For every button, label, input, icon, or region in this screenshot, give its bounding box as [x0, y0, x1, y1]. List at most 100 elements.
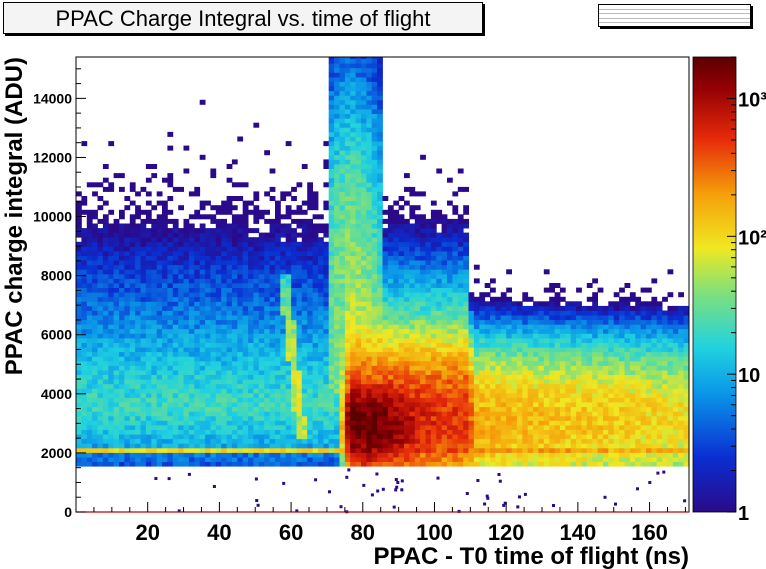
heatmap-cell — [113, 278, 120, 284]
heatmap-cell — [221, 218, 227, 224]
heatmap-cell — [199, 461, 206, 467]
heatmap-cell — [334, 232, 340, 238]
heatmap-cell — [264, 255, 270, 261]
heatmap-cell — [334, 136, 340, 142]
heatmap-cell — [334, 228, 340, 234]
heatmap-cell — [183, 457, 190, 462]
heatmap-cell — [269, 420, 276, 426]
heatmap-cell — [350, 269, 356, 275]
heatmap-cell — [76, 402, 82, 408]
heatmap-cell — [457, 273, 464, 279]
heatmap-cell — [527, 338, 534, 343]
heatmap-cell — [414, 434, 421, 440]
heatmap-cell — [361, 310, 367, 316]
heatmap-cell — [533, 374, 539, 380]
heatmap-cell — [102, 447, 109, 453]
heatmap-cell — [167, 301, 174, 307]
heatmap-cell — [113, 273, 120, 279]
heatmap-cell — [226, 324, 233, 330]
heatmap-cell — [344, 159, 351, 165]
heatmap-cell — [307, 241, 313, 247]
heatmap-cell — [178, 301, 184, 307]
heatmap-cell — [414, 425, 421, 430]
heatmap-cell — [382, 370, 389, 375]
heatmap-cell — [280, 338, 287, 343]
heatmap-cell — [328, 118, 335, 124]
heatmap-cell — [145, 310, 152, 316]
heatmap-cell — [226, 223, 233, 229]
heatmap-cell — [377, 365, 383, 371]
heatmap-cell — [366, 145, 373, 151]
heatmap-cell — [366, 164, 373, 169]
heatmap-cell — [226, 356, 233, 362]
heatmap-cell — [463, 457, 469, 462]
heatmap-cell — [119, 269, 125, 275]
heatmap-cell — [92, 292, 98, 298]
heatmap-cell — [269, 319, 276, 325]
heatmap-cell — [221, 301, 227, 307]
heatmap-cell — [393, 392, 400, 398]
heatmap-cell — [113, 438, 120, 444]
heatmap-cell — [226, 269, 233, 275]
heatmap-cell — [355, 292, 362, 298]
heatmap-cell — [339, 388, 346, 394]
heatmap-cell — [387, 356, 394, 362]
heatmap-cell — [242, 273, 249, 279]
heatmap-cell — [457, 452, 464, 458]
heatmap-cell — [221, 269, 227, 275]
heatmap-cell — [377, 159, 383, 165]
heatmap-cell — [264, 191, 270, 197]
heatmap-cell — [231, 447, 238, 453]
heatmap-cell — [113, 305, 120, 311]
heatmap-cell — [420, 241, 426, 247]
heatmap-cell — [484, 324, 491, 330]
heatmap-cell — [344, 214, 351, 220]
heatmap-cell — [135, 457, 141, 462]
heatmap-cell — [312, 246, 319, 252]
heatmap-cell — [393, 379, 400, 385]
heatmap-cell — [387, 287, 394, 293]
heatmap-cell — [479, 370, 486, 375]
heatmap-cell — [490, 370, 496, 375]
heatmap-cell — [522, 324, 529, 330]
heatmap-cell — [210, 324, 217, 330]
heatmap-cell — [253, 429, 260, 435]
heatmap-cell — [301, 397, 308, 403]
heatmap-cell — [119, 351, 125, 357]
heatmap-cell — [377, 118, 383, 124]
heatmap-cell — [344, 67, 351, 73]
heatmap-cell — [328, 99, 335, 105]
heatmap-cell — [162, 287, 168, 293]
heatmap-cell — [81, 360, 88, 366]
heatmap-cell — [382, 461, 389, 467]
heatmap-cell — [156, 200, 163, 206]
heatmap-cell — [140, 347, 147, 353]
heatmap-cell — [76, 296, 82, 302]
heatmap-cell — [264, 260, 270, 266]
heatmap-cell — [248, 360, 254, 366]
heatmap-cell — [457, 260, 464, 266]
heatmap-cell — [264, 338, 270, 343]
heatmap-cell — [420, 397, 426, 403]
heatmap-cell — [328, 447, 335, 453]
heatmap-cell — [151, 264, 158, 270]
heatmap-cell — [162, 237, 168, 243]
heatmap-cell — [167, 296, 174, 302]
heatmap-cell — [382, 388, 389, 394]
heatmap-cell — [511, 429, 518, 435]
heatmap-cell — [500, 305, 507, 311]
heatmap-cell — [318, 347, 324, 353]
heatmap-cell — [366, 406, 373, 412]
heatmap-cell — [86, 214, 93, 220]
heatmap-cell — [344, 342, 351, 348]
heatmap-cell — [129, 388, 136, 394]
heatmap-cell — [102, 218, 109, 224]
heatmap-cell — [328, 154, 335, 160]
heatmap-cell — [377, 392, 383, 398]
heatmap-cell — [366, 81, 373, 87]
heatmap-cell — [81, 383, 88, 389]
heatmap-cell — [242, 406, 249, 412]
heatmap-cell — [151, 319, 158, 325]
heatmap-cell — [334, 205, 340, 211]
heatmap-cell — [253, 461, 260, 467]
